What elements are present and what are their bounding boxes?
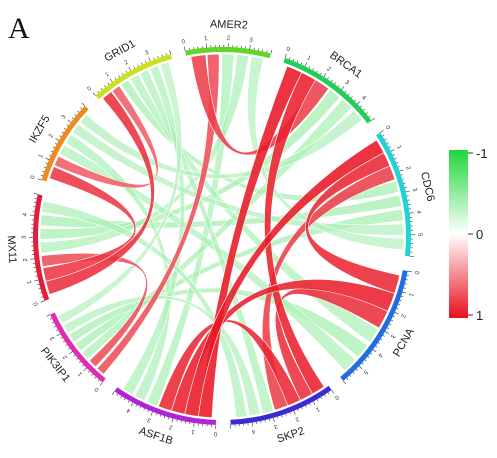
chord-link-pik3ip1-grid1 — [57, 61, 183, 324]
tick-label: 1 — [407, 292, 414, 298]
segment-band-ikzf5 — [41, 105, 89, 182]
panel-label: A — [8, 12, 30, 45]
legend-label-neg: -1 — [476, 146, 488, 161]
chord-link-brca1-skp2 — [264, 71, 325, 395]
tick-label: 4 — [376, 352, 383, 359]
tick-label: 3 — [344, 80, 351, 87]
tick-label: 3 — [146, 416, 152, 423]
segment-band-mx11 — [33, 194, 50, 301]
segment-label-amer2: AMER2 — [210, 18, 248, 31]
tick-label: 1 — [395, 145, 402, 151]
chord-link-mx11-skp2 — [41, 200, 248, 418]
legend-label-pos: 1 — [476, 308, 483, 323]
chord-link-asf1b-grid1 — [122, 65, 185, 395]
tick-label: 2 — [168, 423, 173, 430]
chord-link-brca1-asf1b — [197, 65, 303, 419]
tick-label: 4 — [125, 406, 131, 413]
chord-link-cdc6-pcna — [305, 152, 401, 294]
tick-label: 3 — [411, 188, 418, 193]
chord-link-amer2-pik3ip1 — [96, 53, 220, 375]
tick-label: 1 — [204, 36, 208, 42]
tick-label: 1 — [190, 428, 195, 435]
tick-label: 4 — [360, 95, 367, 102]
chord-link-brca1-ikzf5 — [79, 109, 363, 179]
tick-label: 2 — [62, 353, 69, 360]
segment-label-mx11: MX11 — [5, 235, 19, 264]
tick-label: 3 — [249, 38, 254, 45]
tick-label: 0 — [384, 125, 391, 132]
tick-label: 0 — [213, 430, 217, 436]
tick-label: 1 — [306, 55, 312, 62]
tick-label: 2 — [294, 415, 300, 422]
tick-label: 5 — [416, 233, 422, 237]
tick-label: 3 — [273, 423, 278, 430]
tick-label: 2 — [23, 257, 29, 262]
tick-label: 0 — [181, 39, 186, 46]
tick-label: 0 — [94, 385, 101, 392]
color-legend: -1 0 1 — [449, 146, 488, 323]
segment-label-pik3ip1: PIK3IP1 — [38, 345, 72, 384]
segment-band-amer2 — [185, 47, 271, 59]
segment-band-cdc6 — [375, 132, 411, 257]
segment-band-grid1 — [95, 54, 173, 100]
chord-links — [39, 53, 405, 419]
chord-link-amer2-cdc6 — [247, 56, 405, 251]
tick-label: 3 — [144, 50, 150, 57]
segment-mx11: 0 1 2 3 4 MX11 — [5, 193, 50, 306]
tick-label: 1 — [314, 405, 320, 412]
tick-label: 0 — [30, 174, 37, 180]
segment-band-asf1b — [114, 387, 216, 425]
tick-label: 2 — [48, 133, 55, 139]
tick-label: 3 — [61, 114, 68, 121]
tick-label: 2 — [404, 166, 411, 172]
chord-link-pcna-ikzf5 — [59, 144, 356, 371]
chord-link-mx11-pik3ip1 — [40, 252, 148, 368]
legend-colorbar — [449, 150, 468, 318]
tick-label: 0 — [33, 301, 40, 307]
tick-label: 4 — [415, 210, 421, 215]
tick-label: 1 — [77, 370, 84, 377]
tick-label: 2 — [227, 36, 231, 42]
segment-label-pcna: PCNA — [391, 326, 417, 359]
tick-label: 3 — [49, 335, 56, 342]
tick-label: 0 — [413, 270, 420, 275]
chord-link-grid1-mx11 — [45, 91, 155, 295]
segment-band-pcna — [340, 270, 408, 381]
segment-band-skp2 — [230, 385, 332, 425]
tick-label: 0 — [285, 47, 291, 54]
tick-label: 2 — [325, 66, 332, 73]
chord-link-skp2-pik3ip1 — [63, 295, 261, 417]
legend-label-zero: 0 — [476, 227, 483, 242]
tick-label: 0 — [333, 393, 340, 400]
tick-label: 3 — [389, 333, 396, 339]
chord-link-cdc6-mx11 — [39, 194, 402, 229]
chord-link-brca1-mx11 — [39, 89, 341, 240]
segment-band-pik3ip1 — [50, 312, 106, 383]
tick-label: 5 — [361, 369, 368, 376]
tick-label: 2 — [399, 313, 406, 319]
segment-label-skp2: SKP2 — [276, 425, 307, 446]
segment-label-grid1: GRID1 — [102, 38, 137, 65]
tick-label: 1 — [104, 71, 111, 78]
chord-link-cdc6-asf1b — [184, 139, 385, 417]
segment-band-brca1 — [283, 57, 372, 124]
segment-label-brca1: BRCA1 — [327, 49, 364, 80]
tick-label: 4 — [23, 212, 29, 217]
segment-label-ikzf5: IKZF5 — [27, 113, 52, 145]
tick-label: 1 — [27, 279, 34, 284]
tick-label: 3 — [22, 235, 28, 239]
tick-label: 4 — [251, 428, 256, 435]
segment-label-cdc6: CDC6 — [418, 171, 437, 203]
chord-link-ikzf5-grid1 — [53, 85, 159, 189]
chord-link-ikzf5-cdc6 — [72, 123, 405, 236]
tick-label: 1 — [38, 153, 45, 159]
tick-label: 0 — [87, 85, 94, 92]
tick-label: 2 — [124, 59, 130, 66]
